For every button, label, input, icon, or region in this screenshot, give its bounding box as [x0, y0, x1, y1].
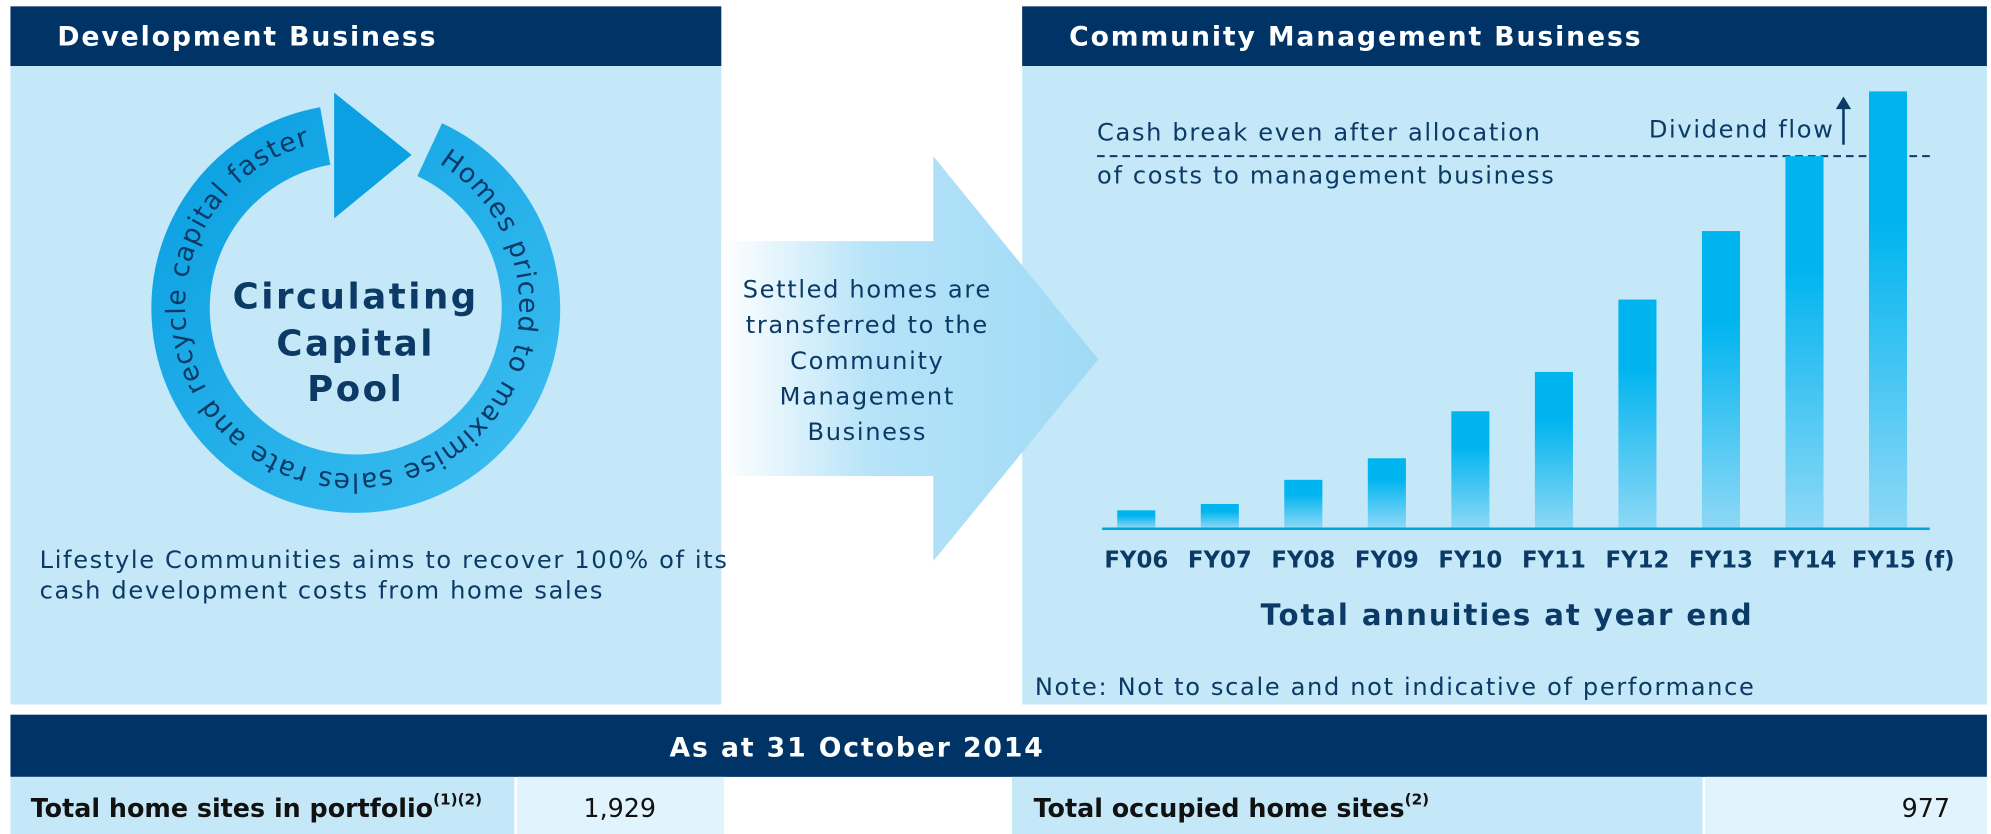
value-cell: [516, 776, 724, 834]
cycle-arrowhead: [334, 92, 412, 219]
bar: [1451, 411, 1490, 529]
note: Note: Not to scale and not indicative of…: [1035, 673, 1756, 701]
x-axis-label: Total annuities at year end: [1261, 598, 1754, 632]
stat-note: (2): [1405, 790, 1430, 808]
description: Lifestyle Communities aims to recover 10…: [40, 546, 729, 574]
stat-note: (1)(2): [433, 790, 482, 808]
label-cell: [10, 776, 515, 834]
chart-title: Community Management Business: [1069, 22, 1642, 53]
left-header: [10, 6, 722, 67]
x-tick-label: FY12: [1605, 548, 1669, 574]
stat-value: 1,929: [583, 793, 656, 823]
transfer-text: Community: [790, 347, 944, 375]
bar: [1701, 231, 1741, 529]
center-text: Capital: [276, 323, 435, 364]
bar: [1367, 458, 1406, 529]
bar: [1868, 91, 1908, 529]
value-cell: [1705, 776, 1987, 834]
stat-value: 977: [1902, 793, 1950, 823]
x-tick-label: FY13: [1689, 548, 1753, 574]
label-cell: [1012, 776, 1703, 834]
stat-label: Total occupied home sites(2): [1034, 790, 1430, 823]
description: cash development costs from home sales: [40, 577, 604, 605]
bar: [1785, 156, 1824, 529]
bar: [1284, 479, 1323, 529]
stat-label-text: Total home sites in portfolio: [31, 793, 433, 823]
center-text: Pool: [307, 369, 404, 410]
annotation: of costs to management business: [1097, 161, 1555, 189]
annotation: Cash break even after allocation: [1097, 118, 1542, 146]
x-tick-label: FY08: [1271, 548, 1335, 574]
x-tick-label: FY14: [1773, 548, 1837, 574]
right-panel: [1022, 66, 1987, 705]
bar: [1534, 371, 1573, 529]
bar: [1117, 510, 1156, 529]
x-tick-label: FY06: [1104, 548, 1168, 574]
left-title: Development Business: [57, 22, 437, 53]
transfer-text: Management: [780, 382, 955, 410]
dividend-arrowhead: [1835, 96, 1852, 110]
bar: [1200, 503, 1239, 529]
dividend-label: Dividend flow: [1649, 116, 1835, 144]
x-tick-label: FY10: [1438, 548, 1502, 574]
bar: [1618, 299, 1657, 529]
cycle-ring: [151, 107, 561, 513]
center-text: Circulating: [233, 276, 479, 317]
right-header: [1022, 6, 1987, 67]
x-tick-label: FY07: [1188, 548, 1252, 574]
transfer-text: Settled homes are: [743, 276, 992, 304]
footer-header: [10, 714, 1987, 777]
footer-title: As at 31 October 2014: [670, 732, 1045, 763]
stat-label: Total home sites in portfolio(1)(2): [31, 790, 482, 823]
transfer-arrow: [721, 156, 1099, 562]
stat-label-text: Total occupied home sites: [1034, 793, 1405, 823]
transfer-text: transferred to the: [746, 311, 989, 339]
x-tick-label: FY09: [1355, 548, 1419, 574]
transfer-text: Business: [808, 418, 928, 446]
x-tick-label: FY15 (f): [1852, 548, 1955, 574]
x-tick-label: FY11: [1522, 548, 1586, 574]
